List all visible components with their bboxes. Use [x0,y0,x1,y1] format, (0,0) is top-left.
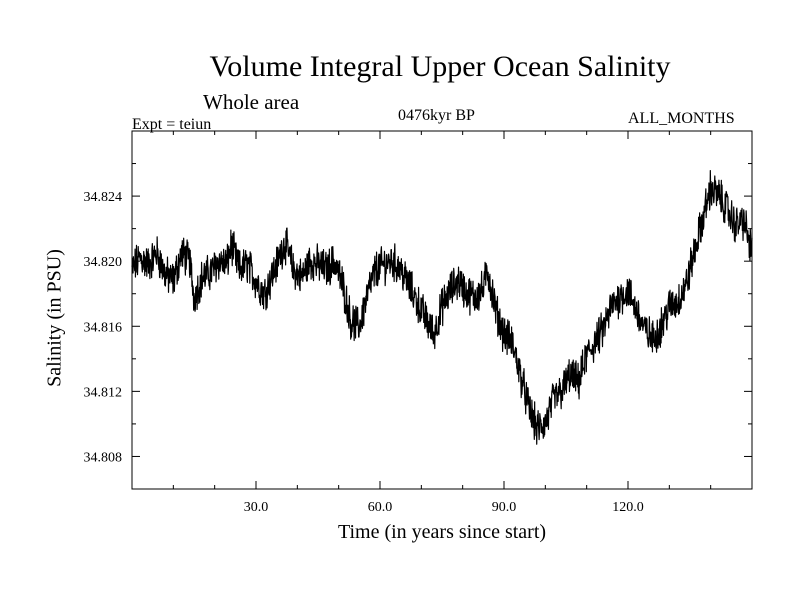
chart-title: Volume Integral Upper Ocean Salinity [209,50,671,83]
period-label: 0476kyr BP [398,107,475,124]
x-tick-label: 60.0 [368,500,393,515]
months-label: ALL_MONTHS [628,110,735,127]
plot-frame [131,130,753,490]
axis-tick-labels: 30.0 60.0 90.0 120.0 34.808 34.812 34.816 34.82… [84,190,644,515]
experiment-label: Expt = teiun [132,116,212,133]
y-tick-label: 34.820 [84,255,123,270]
y-tick-label: 34.812 [84,385,123,400]
y-tick-label: 34.808 [84,450,123,465]
axis-ticks [132,131,752,489]
chart-subtitle: Whole area [203,90,300,114]
x-axis-label: Time (in years since start) [337,521,547,543]
salinity-series-line [131,170,753,445]
x-tick-label: 120.0 [612,500,644,515]
y-tick-label: 34.824 [84,190,123,205]
y-tick-label: 34.816 [84,320,123,335]
x-tick-label: 30.0 [244,500,269,515]
x-tick-label: 90.0 [492,500,517,515]
